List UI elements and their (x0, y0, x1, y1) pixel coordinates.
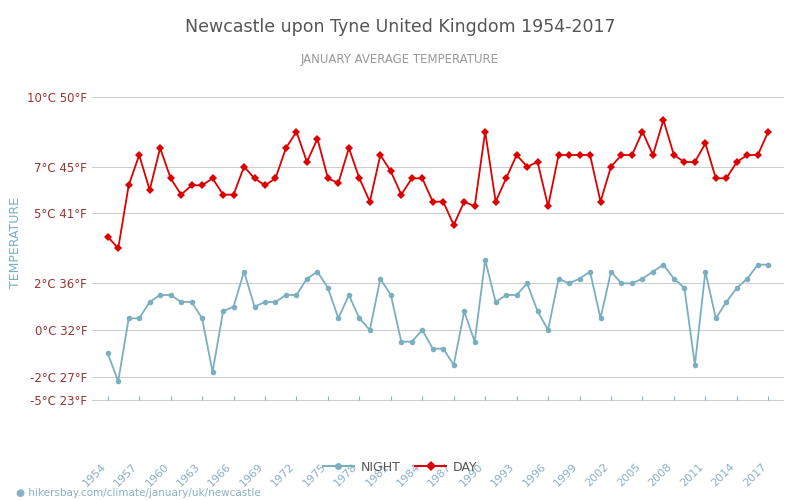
Y-axis label: TEMPERATURE: TEMPERATURE (9, 197, 22, 288)
Text: ● hikersbay.com/climate/january/uk/newcastle: ● hikersbay.com/climate/january/uk/newca… (16, 488, 261, 498)
Text: Newcastle upon Tyne United Kingdom 1954-2017: Newcastle upon Tyne United Kingdom 1954-… (185, 18, 615, 36)
Legend: NIGHT, DAY: NIGHT, DAY (318, 456, 482, 479)
Text: JANUARY AVERAGE TEMPERATURE: JANUARY AVERAGE TEMPERATURE (301, 52, 499, 66)
